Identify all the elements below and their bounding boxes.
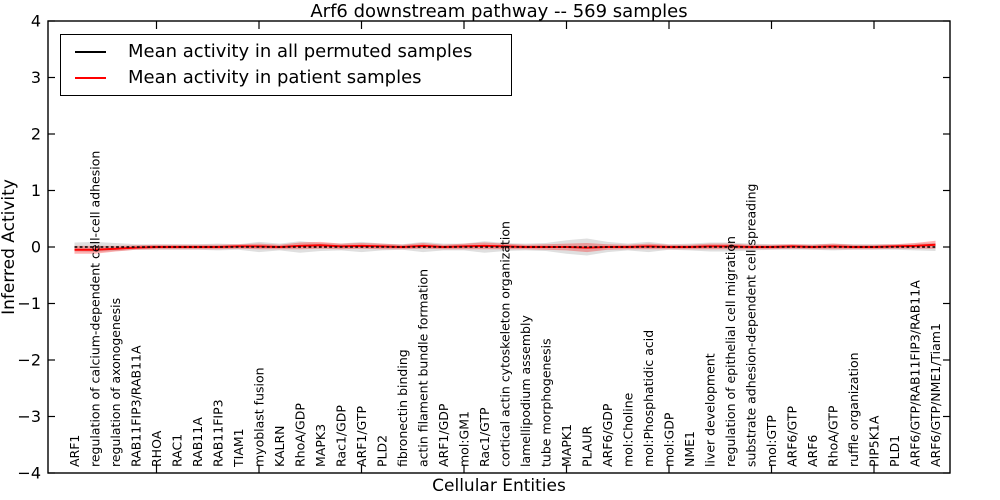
x-category-label: RhoA/GDP <box>293 403 308 467</box>
x-category-label: lamellipodium assembly <box>518 315 533 467</box>
legend-item-patient: Mean activity in patient samples <box>61 69 511 87</box>
x-category-label: fibronectin binding <box>395 349 410 467</box>
x-category-label: myoblast fusion <box>252 367 267 467</box>
y-tick-label: −2 <box>17 351 41 370</box>
x-category-label: RAB11FIP3 <box>211 399 226 467</box>
x-category-label: liver development <box>703 353 718 467</box>
legend-label: Mean activity in patient samples <box>128 67 422 88</box>
x-category-label: Rac1/GDP <box>334 405 349 467</box>
x-category-label: mol:Choline <box>621 392 636 467</box>
x-category-label: ARF1/GDP <box>436 403 451 467</box>
x-category-label: ARF6/GTP/NME1/Tiam1 <box>928 323 943 467</box>
x-category-label: RhoA/GTP <box>826 405 841 467</box>
x-category-label: ARF6/GTP <box>785 406 800 467</box>
patient-mean-line <box>74 243 936 251</box>
x-category-label: PIP5K1A <box>867 415 882 467</box>
y-tick-label: −3 <box>17 407 41 426</box>
y-tick-label: 0 <box>31 238 41 257</box>
x-category-label: RAB11A <box>190 417 205 467</box>
y-axis-label: Inferred Activity <box>0 179 19 315</box>
x-category-label: substrate adhesion-dependent cell spread… <box>744 184 759 467</box>
x-category-label: ARF1/GTP <box>354 406 369 467</box>
x-category-label: RAB11FIP3/RAB11A <box>129 345 144 467</box>
x-category-label: NME1 <box>682 431 697 467</box>
x-axis-label: Cellular Entities <box>432 476 566 496</box>
x-category-label: mol:GTP <box>764 415 779 467</box>
x-category-label: regulation of axonogenesis <box>108 298 123 467</box>
x-category-label: ARF6/GTP/RAB11FIP3/RAB11A <box>908 280 923 467</box>
x-category-label: RHOA <box>149 430 164 467</box>
x-category-label: ARF6/GDP <box>600 403 615 467</box>
x-category-label: KALRN <box>272 425 287 467</box>
y-tick-label: 2 <box>31 125 41 144</box>
x-category-label: mol:Phosphatidic acid <box>641 330 656 467</box>
chart-title: Arf6 downstream pathway -- 569 samples <box>310 1 688 22</box>
x-category-label: TIAM1 <box>231 428 246 468</box>
x-category-label: MAPK3 <box>313 424 328 467</box>
x-category-label: tube morphogenesis <box>539 338 554 467</box>
x-category-label: regulation of epithelial cell migration <box>723 236 738 467</box>
x-category-label: regulation of calcium-dependent cell-cel… <box>88 151 103 467</box>
legend-label: Mean activity in all permuted samples <box>128 41 473 62</box>
x-category-label: cortical actin cytoskeleton organization <box>498 221 513 467</box>
x-category-label: RAC1 <box>170 434 185 467</box>
x-category-label: ruffle organization <box>846 352 861 467</box>
legend-item-permuted: Mean activity in all permuted samples <box>61 43 511 61</box>
x-category-label: mol:GDP <box>662 412 677 467</box>
x-category-label: PLD1 <box>887 435 902 467</box>
x-category-label: PLAUR <box>580 426 595 467</box>
legend-box: Mean activity in all permuted samples Me… <box>60 34 512 96</box>
legend-line-sample-black <box>75 51 106 53</box>
x-category-label: MAPK1 <box>559 424 574 467</box>
x-category-label: mol:GM1 <box>457 411 472 467</box>
y-tick-label: 4 <box>31 12 41 31</box>
x-category-label: ARF6 <box>805 435 820 467</box>
legend-line-sample-red <box>75 77 106 79</box>
x-category-label: PLD2 <box>375 435 390 467</box>
x-category-label: actin filament bundle formation <box>416 269 431 467</box>
x-category-label: Rac1/GTP <box>477 407 492 467</box>
x-category-label: ARF1 <box>67 435 82 467</box>
y-tick-label: 1 <box>31 181 41 200</box>
y-tick-label: −4 <box>17 464 41 483</box>
y-tick-label: −1 <box>17 294 41 313</box>
y-tick-label: 3 <box>31 68 41 87</box>
